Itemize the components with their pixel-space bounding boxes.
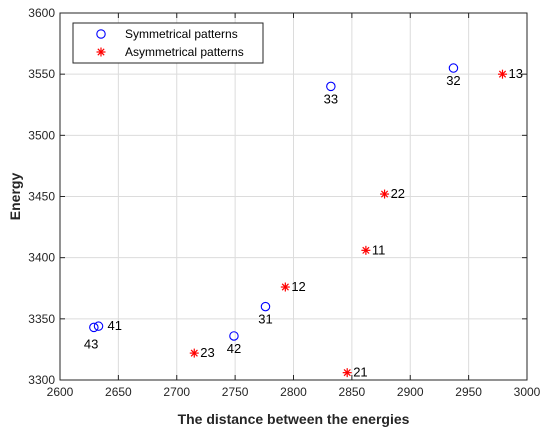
point-label: 43	[84, 336, 98, 351]
asymmetric-point	[380, 189, 390, 199]
x-tick-label: 2700	[163, 385, 190, 399]
asymmetric-point	[280, 282, 290, 292]
asymmetric-point	[361, 245, 371, 255]
y-tick-label: 3550	[28, 67, 55, 81]
point-label: 41	[108, 318, 122, 333]
legend-box	[72, 22, 264, 64]
symmetric-point	[93, 321, 104, 331]
symmetric-point	[260, 301, 271, 312]
legend-marker	[96, 29, 106, 39]
symmetric-point	[89, 322, 99, 333]
point-label: 31	[258, 312, 272, 327]
legend-entry-label: Asymmetrical patterns	[125, 45, 244, 59]
point-label: 23	[200, 345, 214, 360]
legend-marker	[96, 47, 106, 57]
point-label: 13	[508, 66, 522, 81]
point-label: 12	[291, 279, 305, 294]
asymmetric-point	[497, 69, 507, 79]
x-tick-label: 2800	[280, 385, 307, 399]
x-axis: 2600 2650 2700 2750 2800 2850 2900 2950 3000	[47, 13, 541, 399]
grid-lines	[59, 12, 528, 381]
x-tick-label: 2650	[105, 385, 132, 399]
symmetric-point	[326, 81, 336, 92]
legend-entry-label: Symmetrical patterns	[125, 27, 238, 41]
point-label: 33	[324, 91, 338, 106]
y-tick-label: 3350	[28, 312, 55, 326]
point-label: 22	[391, 186, 405, 201]
x-tick-label: 2750	[222, 385, 249, 399]
point-label: 11	[372, 242, 386, 257]
point-label: 42	[227, 341, 241, 356]
y-axis-title: Energy	[7, 173, 23, 221]
asymmetric-point	[342, 368, 352, 378]
x-tick-label: 2950	[455, 385, 482, 399]
asymmetric-point	[189, 348, 199, 358]
symmetric-point	[229, 331, 239, 341]
legend: Symmetrical patterns Asymmetrical pattern…	[72, 22, 264, 64]
y-tick-label: 3300	[28, 373, 55, 387]
y-axis: 3300 3350 3400 3450 3500 3550 3600	[28, 6, 527, 387]
x-tick-label: 3000	[514, 385, 541, 399]
data-points: 33 32 31 42 41 43 13 22 11 12 23 21	[84, 63, 523, 380]
y-tick-label: 3600	[28, 6, 55, 20]
x-tick-label: 2850	[339, 385, 366, 399]
symmetric-point	[448, 63, 459, 73]
y-tick-label: 3400	[28, 251, 55, 265]
y-tick-label: 3450	[28, 190, 55, 204]
point-label: 32	[446, 73, 460, 88]
y-tick-label: 3500	[28, 128, 55, 142]
x-axis-title: The distance between the energies	[178, 411, 410, 427]
x-tick-label: 2600	[47, 385, 74, 399]
x-tick-label: 2900	[397, 385, 424, 399]
point-label: 21	[353, 365, 367, 380]
